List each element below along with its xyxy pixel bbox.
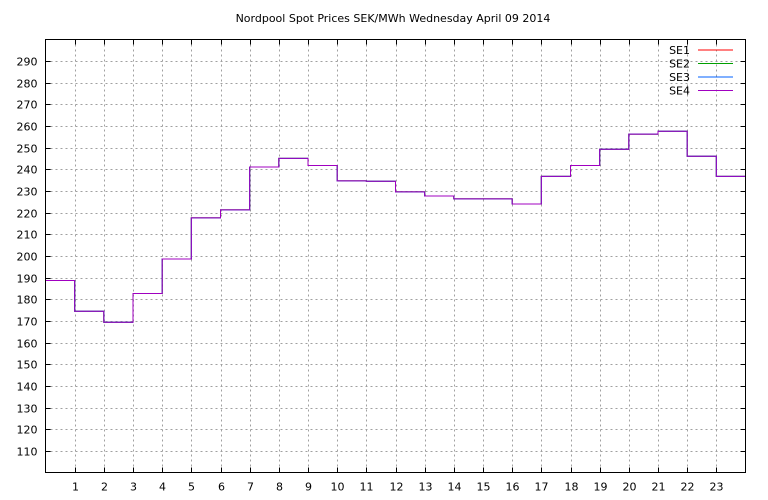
plot-frame (45, 39, 746, 473)
legend-label-se3: SE3 (669, 71, 690, 84)
y-tick-label: 240 (17, 164, 38, 177)
y-tick-label: 160 (17, 338, 38, 351)
series-line-se4 (45, 130, 746, 323)
series-lines (45, 130, 746, 323)
y-tick-label: 280 (17, 78, 38, 91)
y-tick-label: 230 (17, 186, 38, 199)
x-tick-label: 14 (448, 481, 462, 494)
x-tick-label: 22 (681, 481, 695, 494)
y-tick-label: 170 (17, 316, 38, 329)
y-tick-label: 150 (17, 359, 38, 372)
legend-label-se1: SE1 (669, 44, 690, 57)
y-tick-label: 290 (17, 56, 38, 69)
y-tick-label: 270 (17, 99, 38, 112)
y-tick-label: 130 (17, 403, 38, 416)
y-tick-label: 250 (17, 143, 38, 156)
x-tick-label: 21 (652, 481, 666, 494)
y-axis-ticks: 110 120 130 140 150 160 170 180 190 200 210 220 230 2… (17, 56, 746, 459)
x-tick-label: 23 (710, 481, 724, 494)
x-tick-label: 13 (419, 481, 433, 494)
x-tick-label: 4 (159, 481, 166, 494)
x-tick-label: 7 (247, 481, 254, 494)
x-tick-label: 19 (594, 481, 608, 494)
legend-label-se4: SE4 (669, 85, 690, 98)
x-tick-label: 12 (390, 481, 404, 494)
x-tick-label: 8 (276, 481, 283, 494)
x-axis-ticks: 1 2 3 4 5 6 7 8 9 10 11 12 13 14 15 16 17 18 19 20 21 22 23 (72, 39, 724, 494)
x-tick-label: 11 (360, 481, 374, 494)
y-tick-label: 190 (17, 273, 38, 286)
legend-label-se2: SE2 (669, 58, 690, 71)
x-tick-label: 10 (331, 481, 345, 494)
grid-lines (45, 39, 746, 473)
x-tick-label: 20 (623, 481, 637, 494)
x-tick-label: 1 (72, 481, 79, 494)
x-tick-label: 6 (218, 481, 225, 494)
x-tick-label: 17 (535, 481, 549, 494)
x-tick-label: 3 (130, 481, 137, 494)
y-tick-label: 200 (17, 251, 38, 264)
chart-title: Nordpool Spot Prices SEK/MWh Wednesday A… (236, 12, 551, 25)
y-tick-label: 210 (17, 229, 38, 242)
x-tick-label: 2 (101, 481, 108, 494)
y-tick-label: 110 (17, 446, 38, 459)
x-tick-label: 9 (305, 481, 312, 494)
x-tick-label: 16 (506, 481, 520, 494)
y-tick-label: 260 (17, 121, 38, 134)
y-tick-label: 180 (17, 294, 38, 307)
y-tick-label: 220 (17, 208, 38, 221)
x-tick-label: 18 (565, 481, 579, 494)
x-tick-label: 5 (188, 481, 195, 494)
y-tick-label: 120 (17, 424, 38, 437)
y-tick-label: 140 (17, 381, 38, 394)
x-tick-label: 15 (477, 481, 491, 494)
